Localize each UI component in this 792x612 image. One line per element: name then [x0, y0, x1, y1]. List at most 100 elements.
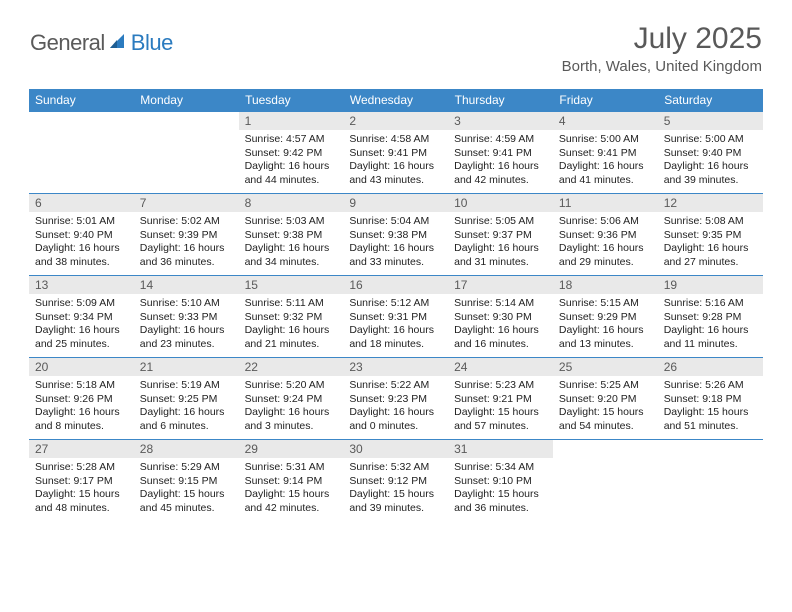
brand-logo: General Blue [30, 22, 173, 56]
day-details: Sunrise: 5:02 AMSunset: 9:39 PMDaylight:… [134, 212, 239, 274]
day-number: 30 [343, 440, 448, 458]
sunrise-text: Sunrise: 4:57 AM [245, 133, 338, 147]
weekday-header: Wednesday [343, 89, 448, 112]
calendar-day-cell: 17Sunrise: 5:14 AMSunset: 9:30 PMDayligh… [448, 276, 553, 358]
calendar-day-cell: 14Sunrise: 5:10 AMSunset: 9:33 PMDayligh… [134, 276, 239, 358]
sunset-text: Sunset: 9:35 PM [664, 229, 757, 243]
day-number: 20 [29, 358, 134, 376]
sunset-text: Sunset: 9:31 PM [349, 311, 442, 325]
day-number: 8 [239, 194, 344, 212]
sunset-text: Sunset: 9:24 PM [245, 393, 338, 407]
sunrise-text: Sunrise: 5:29 AM [140, 461, 233, 475]
day-number: 26 [658, 358, 763, 376]
sunrise-text: Sunrise: 5:23 AM [454, 379, 547, 393]
daylight-text: Daylight: 16 hours and 16 minutes. [454, 324, 547, 351]
calendar-week-row: 13Sunrise: 5:09 AMSunset: 9:34 PMDayligh… [29, 276, 763, 358]
sunrise-text: Sunrise: 5:05 AM [454, 215, 547, 229]
sunrise-text: Sunrise: 5:22 AM [349, 379, 442, 393]
calendar-day-cell: 16Sunrise: 5:12 AMSunset: 9:31 PMDayligh… [343, 276, 448, 358]
sunset-text: Sunset: 9:23 PM [349, 393, 442, 407]
sunset-text: Sunset: 9:17 PM [35, 475, 128, 489]
sunset-text: Sunset: 9:30 PM [454, 311, 547, 325]
sunset-text: Sunset: 9:41 PM [349, 147, 442, 161]
sunset-text: Sunset: 9:29 PM [559, 311, 652, 325]
sunset-text: Sunset: 9:38 PM [245, 229, 338, 243]
calendar-day-cell: 21Sunrise: 5:19 AMSunset: 9:25 PMDayligh… [134, 358, 239, 440]
day-number: 23 [343, 358, 448, 376]
day-number: 22 [239, 358, 344, 376]
day-details: Sunrise: 5:22 AMSunset: 9:23 PMDaylight:… [343, 376, 448, 438]
daylight-text: Daylight: 16 hours and 23 minutes. [140, 324, 233, 351]
day-details: Sunrise: 4:57 AMSunset: 9:42 PMDaylight:… [239, 130, 344, 192]
daylight-text: Daylight: 16 hours and 43 minutes. [349, 160, 442, 187]
day-details: Sunrise: 5:00 AMSunset: 9:40 PMDaylight:… [658, 130, 763, 192]
sunrise-text: Sunrise: 5:12 AM [349, 297, 442, 311]
daylight-text: Daylight: 15 hours and 36 minutes. [454, 488, 547, 515]
calendar-day-cell: 8Sunrise: 5:03 AMSunset: 9:38 PMDaylight… [239, 194, 344, 276]
calendar-day-cell [134, 112, 239, 194]
weekday-header: Thursday [448, 89, 553, 112]
title-block: July 2025 Borth, Wales, United Kingdom [562, 22, 762, 75]
day-details: Sunrise: 5:16 AMSunset: 9:28 PMDaylight:… [658, 294, 763, 356]
sunset-text: Sunset: 9:33 PM [140, 311, 233, 325]
sunrise-text: Sunrise: 5:25 AM [559, 379, 652, 393]
calendar-table: Sunday Monday Tuesday Wednesday Thursday… [29, 89, 763, 522]
day-number: 6 [29, 194, 134, 212]
day-details: Sunrise: 5:08 AMSunset: 9:35 PMDaylight:… [658, 212, 763, 274]
day-details: Sunrise: 5:01 AMSunset: 9:40 PMDaylight:… [29, 212, 134, 274]
day-number: 1 [239, 112, 344, 130]
daylight-text: Daylight: 15 hours and 57 minutes. [454, 406, 547, 433]
calendar-day-cell: 19Sunrise: 5:16 AMSunset: 9:28 PMDayligh… [658, 276, 763, 358]
calendar-week-row: 1Sunrise: 4:57 AMSunset: 9:42 PMDaylight… [29, 112, 763, 194]
weekday-header-row: Sunday Monday Tuesday Wednesday Thursday… [29, 89, 763, 112]
day-number: 3 [448, 112, 553, 130]
day-details: Sunrise: 5:10 AMSunset: 9:33 PMDaylight:… [134, 294, 239, 356]
sunset-text: Sunset: 9:38 PM [349, 229, 442, 243]
day-number: 21 [134, 358, 239, 376]
sunrise-text: Sunrise: 5:04 AM [349, 215, 442, 229]
daylight-text: Daylight: 16 hours and 3 minutes. [245, 406, 338, 433]
calendar-day-cell [658, 440, 763, 522]
day-details: Sunrise: 5:06 AMSunset: 9:36 PMDaylight:… [553, 212, 658, 274]
sunset-text: Sunset: 9:26 PM [35, 393, 128, 407]
day-number-empty [134, 112, 239, 130]
day-details: Sunrise: 5:25 AMSunset: 9:20 PMDaylight:… [553, 376, 658, 438]
calendar-day-cell: 18Sunrise: 5:15 AMSunset: 9:29 PMDayligh… [553, 276, 658, 358]
calendar-day-cell: 27Sunrise: 5:28 AMSunset: 9:17 PMDayligh… [29, 440, 134, 522]
day-number: 28 [134, 440, 239, 458]
weekday-header: Saturday [658, 89, 763, 112]
sunrise-text: Sunrise: 5:11 AM [245, 297, 338, 311]
sunrise-text: Sunrise: 5:00 AM [559, 133, 652, 147]
weekday-header: Sunday [29, 89, 134, 112]
calendar-day-cell: 20Sunrise: 5:18 AMSunset: 9:26 PMDayligh… [29, 358, 134, 440]
sunrise-text: Sunrise: 5:14 AM [454, 297, 547, 311]
day-details: Sunrise: 5:28 AMSunset: 9:17 PMDaylight:… [29, 458, 134, 520]
daylight-text: Daylight: 15 hours and 48 minutes. [35, 488, 128, 515]
brand-general: General [30, 30, 105, 56]
day-number: 7 [134, 194, 239, 212]
day-number: 24 [448, 358, 553, 376]
daylight-text: Daylight: 15 hours and 39 minutes. [349, 488, 442, 515]
calendar-day-cell: 3Sunrise: 4:59 AMSunset: 9:41 PMDaylight… [448, 112, 553, 194]
weekday-header: Monday [134, 89, 239, 112]
daylight-text: Daylight: 16 hours and 11 minutes. [664, 324, 757, 351]
sunrise-text: Sunrise: 5:26 AM [664, 379, 757, 393]
day-number-empty [658, 440, 763, 458]
daylight-text: Daylight: 16 hours and 29 minutes. [559, 242, 652, 269]
day-details: Sunrise: 4:58 AMSunset: 9:41 PMDaylight:… [343, 130, 448, 192]
daylight-text: Daylight: 16 hours and 42 minutes. [454, 160, 547, 187]
calendar-body: 1Sunrise: 4:57 AMSunset: 9:42 PMDaylight… [29, 112, 763, 522]
sunset-text: Sunset: 9:25 PM [140, 393, 233, 407]
day-number: 16 [343, 276, 448, 294]
calendar-day-cell: 7Sunrise: 5:02 AMSunset: 9:39 PMDaylight… [134, 194, 239, 276]
sunrise-text: Sunrise: 5:08 AM [664, 215, 757, 229]
calendar-day-cell [29, 112, 134, 194]
calendar-day-cell: 28Sunrise: 5:29 AMSunset: 9:15 PMDayligh… [134, 440, 239, 522]
calendar-day-cell [553, 440, 658, 522]
day-number: 4 [553, 112, 658, 130]
sunset-text: Sunset: 9:36 PM [559, 229, 652, 243]
sunrise-text: Sunrise: 5:01 AM [35, 215, 128, 229]
sunrise-text: Sunrise: 5:20 AM [245, 379, 338, 393]
sunset-text: Sunset: 9:28 PM [664, 311, 757, 325]
sunrise-text: Sunrise: 5:16 AM [664, 297, 757, 311]
